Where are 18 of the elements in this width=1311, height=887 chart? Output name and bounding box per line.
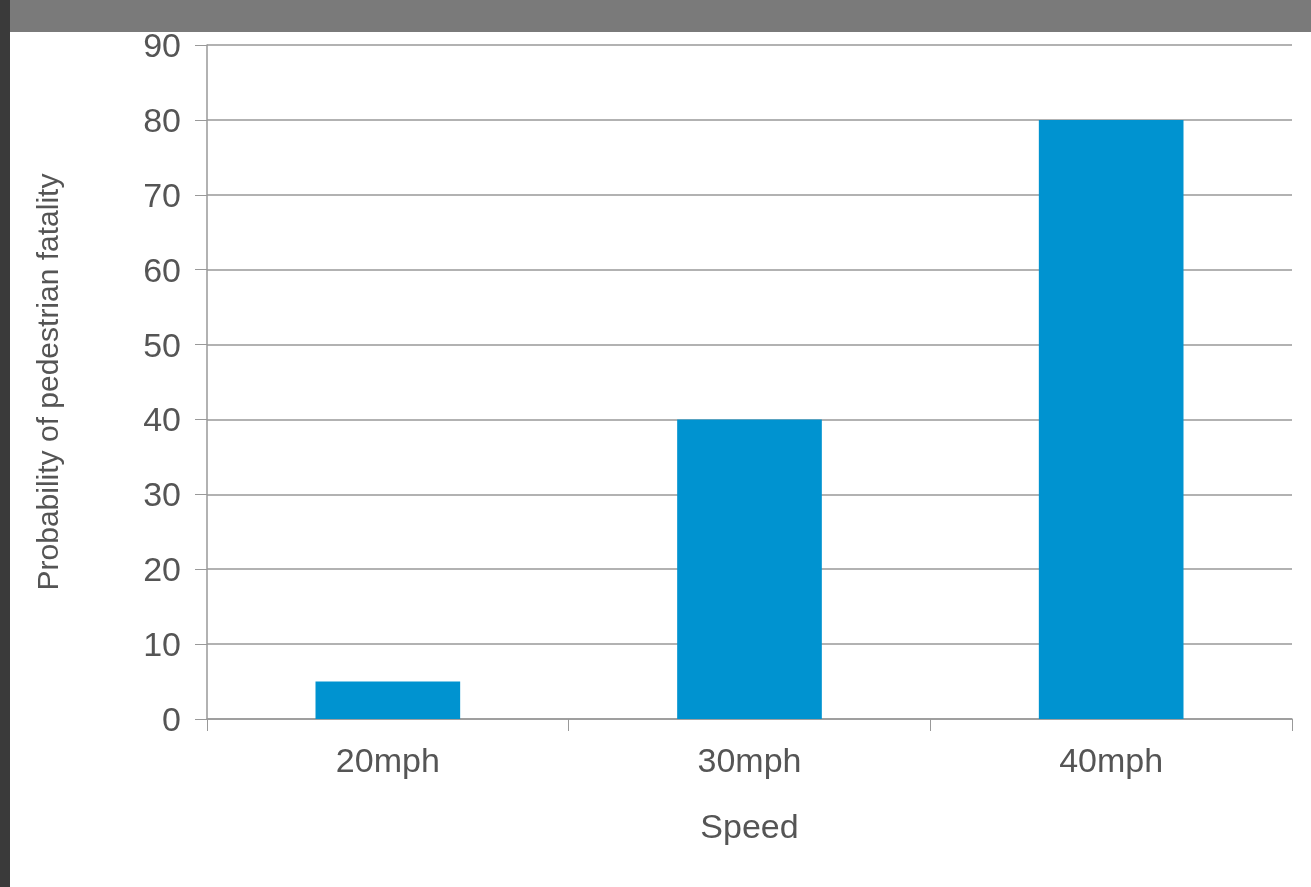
- y-tick-label: 80: [143, 100, 181, 139]
- x-tick-label: 30mph: [697, 741, 802, 779]
- y-tick-label: 10: [143, 625, 181, 664]
- y-tick-label: 0: [162, 700, 181, 738]
- x-axis-title: Speed: [700, 807, 799, 845]
- y-tick-label: 40: [143, 400, 181, 439]
- y-tick-label: 70: [143, 175, 181, 214]
- bar: [315, 681, 461, 719]
- bar: [1038, 119, 1184, 719]
- y-tick-label: 90: [143, 26, 181, 64]
- y-tick-label: 50: [143, 325, 181, 364]
- x-tick-label: 40mph: [1059, 741, 1164, 779]
- y-tick-label: 20: [143, 550, 181, 589]
- y-tick-label: 30: [143, 475, 181, 514]
- x-tick-label: 20mph: [335, 741, 440, 779]
- y-axis-title: Probability of pedestrian fatality: [30, 173, 64, 591]
- y-tick-label: 60: [143, 250, 181, 289]
- bar: [677, 419, 822, 719]
